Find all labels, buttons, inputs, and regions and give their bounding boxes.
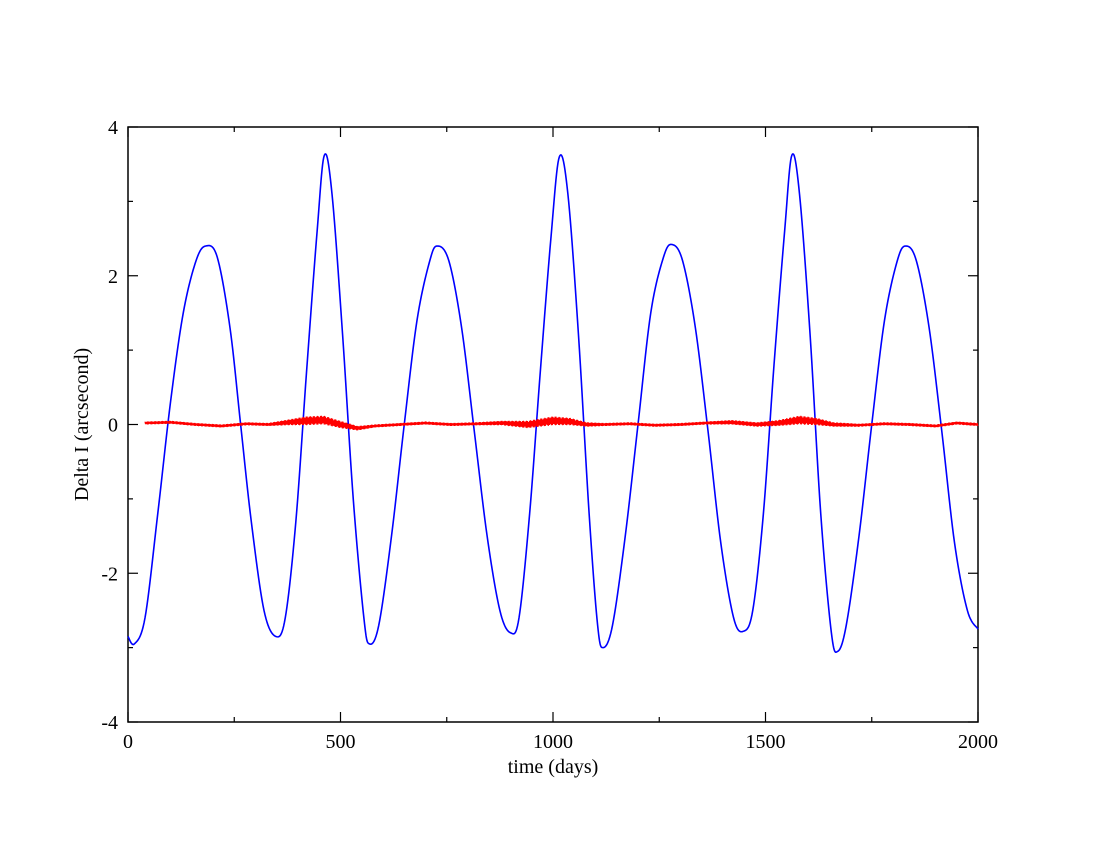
tick-labels: 0 500 1000 1500 2000 -4 -2 0 2 4 (101, 117, 998, 753)
y-tick-label: -4 (101, 712, 118, 734)
y-tick-label: 0 (108, 415, 118, 437)
series-line-blue (127, 153, 979, 653)
x-tick-label: 0 (123, 731, 133, 753)
y-tick-label: 4 (108, 117, 118, 139)
y-tick-label: 2 (108, 266, 118, 288)
series-line-red (144, 415, 979, 431)
x-tick-label: 2000 (958, 731, 998, 753)
x-tick-label: 1000 (533, 731, 573, 753)
x-tick-label: 1500 (746, 731, 786, 753)
y-axis-title: Delta I (arcsecond) (71, 348, 93, 501)
x-tick-label: 500 (326, 731, 356, 753)
x-axis-title: time (days) (508, 756, 599, 778)
y-tick-label: -2 (101, 563, 118, 585)
series-group (127, 153, 979, 653)
